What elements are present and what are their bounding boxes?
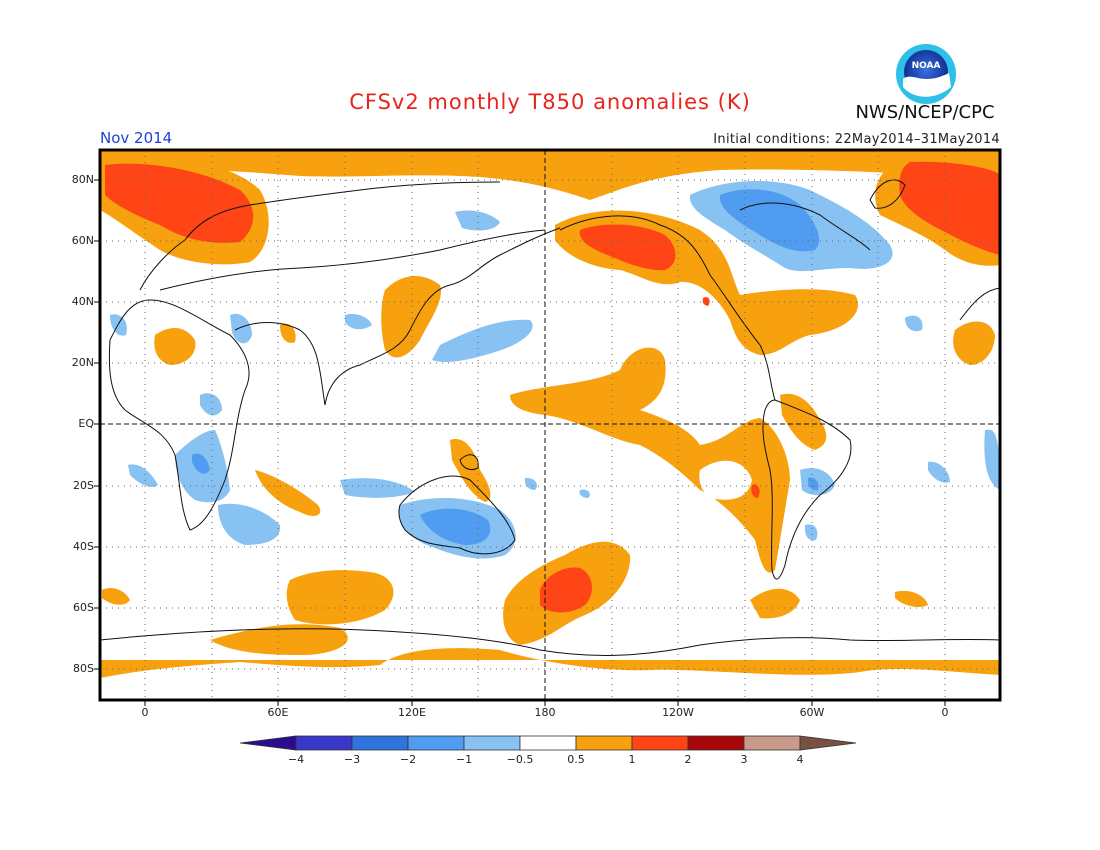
- lon-label-60e: 60E: [267, 706, 289, 719]
- agency-label: NWS/NCEP/CPC: [855, 102, 995, 123]
- lon-label-120e: 120E: [398, 706, 426, 719]
- colorbar-tick-label: −4: [287, 753, 305, 766]
- colorbar-tick-label: 2: [684, 753, 692, 766]
- colorbar-tick-label: −0.5: [506, 753, 534, 766]
- lat-label-80n: 80N: [71, 173, 94, 186]
- lat-label-80s: 80S: [73, 662, 94, 675]
- colorbar-segment: [463, 735, 521, 751]
- axis-ticks: [94, 179, 946, 706]
- lat-label-40s: 40S: [73, 540, 94, 553]
- colorbar-tick-label: 4: [796, 753, 804, 766]
- colorbar-tick-label: 0.5: [567, 753, 585, 766]
- colorbar-tick-label: −1: [455, 753, 473, 766]
- colorbar-tick-label: 1: [628, 753, 636, 766]
- map-frame: [98, 148, 1002, 702]
- colorbar-segment: [687, 735, 745, 751]
- lat-label-eq: EQ: [78, 417, 94, 430]
- colorbar-end-low: [240, 735, 297, 751]
- lon-label-120w: 120W: [662, 706, 694, 719]
- lat-label-60n: 60N: [71, 234, 94, 247]
- lat-label-20n: 20N: [71, 356, 94, 369]
- initial-conditions-label: Initial conditions: 22May2014–31May2014: [713, 132, 1000, 147]
- gridlines: [100, 150, 1000, 700]
- colorbar-tick-label: −3: [343, 753, 361, 766]
- colorbar: [240, 735, 857, 751]
- lon-label-60w: 60W: [799, 706, 825, 719]
- strong-warm-regions: [105, 161, 1000, 613]
- colorbar-segment: [407, 735, 465, 751]
- chart-title: CFSv2 monthly T850 anomalies (K): [349, 90, 751, 114]
- colorbar-segment: [295, 735, 353, 751]
- valid-month-label: Nov 2014: [100, 129, 173, 147]
- lat-label-40n: 40N: [71, 295, 94, 308]
- logo-text: NOAA: [912, 61, 941, 71]
- lat-label-20s: 20S: [73, 479, 94, 492]
- colorbar-segment: [519, 735, 577, 751]
- lat-label-60s: 60S: [73, 601, 94, 614]
- colorbar-segment: [631, 735, 689, 751]
- lon-label-0: 0: [141, 706, 149, 719]
- coastlines: [100, 179, 1000, 656]
- lon-label-180: 180: [534, 706, 556, 719]
- colorbar-segment: [575, 735, 633, 751]
- noaa-logo: NOAA: [896, 44, 956, 104]
- colorbar-tick-label: 3: [740, 753, 748, 766]
- colorbar-segment: [351, 735, 409, 751]
- colorbar-end-high: [799, 735, 857, 751]
- lon-label-0-east: 0: [941, 706, 949, 719]
- colorbar-segment: [743, 735, 801, 751]
- colorbar-tick-label: −2: [399, 753, 417, 766]
